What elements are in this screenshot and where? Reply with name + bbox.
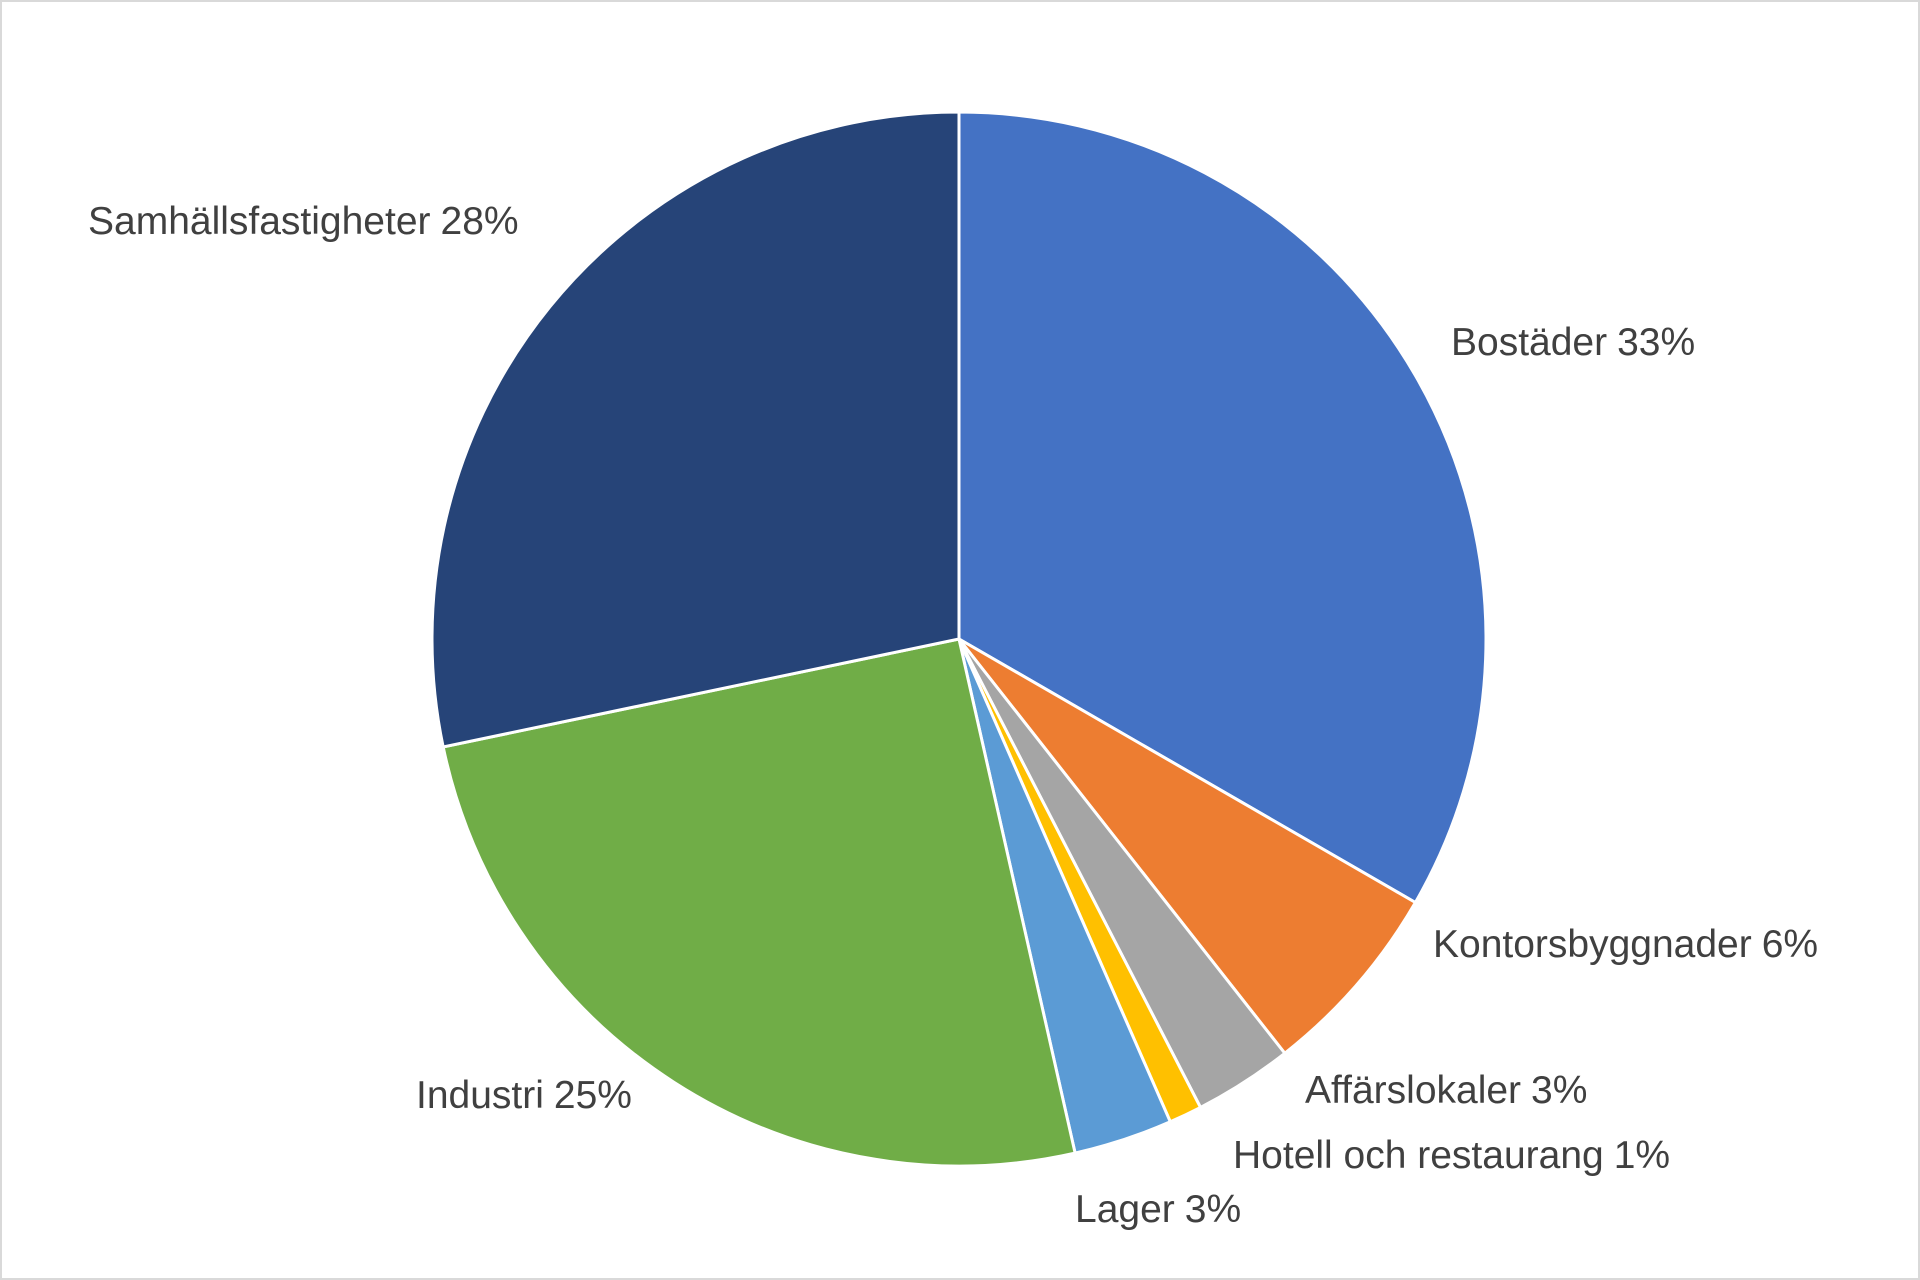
label-category: Industri xyxy=(416,1074,544,1117)
data-label: Industri 25% xyxy=(416,1074,632,1117)
data-label: Affärslokaler 3% xyxy=(1305,1069,1587,1112)
label-value: 25% xyxy=(554,1074,632,1117)
label-value: 3% xyxy=(1531,1069,1587,1112)
label-category: Bostäder xyxy=(1451,321,1607,364)
pie-slice xyxy=(441,637,1077,1168)
label-category: Hotell och restaurang xyxy=(1233,1134,1604,1177)
pie-slice xyxy=(430,110,961,749)
label-value: 6% xyxy=(1762,923,1818,966)
data-label: Bostäder 33% xyxy=(1451,321,1695,364)
pie-slice xyxy=(957,637,1418,1056)
label-value: 28% xyxy=(441,200,519,243)
label-value: 3% xyxy=(1185,1188,1241,1231)
label-category: Affärslokaler xyxy=(1305,1069,1521,1112)
pie-slice xyxy=(957,110,1488,905)
data-label: Hotell och restaurang 1% xyxy=(1233,1134,1670,1177)
label-category: Lager xyxy=(1075,1188,1175,1231)
label-value: 1% xyxy=(1614,1134,1670,1177)
label-category: Kontorsbyggnader xyxy=(1433,923,1752,966)
data-label: Samhällsfastigheter 28% xyxy=(88,200,519,243)
data-label: Lager 3% xyxy=(1075,1188,1241,1231)
label-value: 33% xyxy=(1617,321,1695,364)
data-label: Kontorsbyggnader 6% xyxy=(1433,923,1818,966)
label-category: Samhällsfastigheter xyxy=(88,200,431,243)
